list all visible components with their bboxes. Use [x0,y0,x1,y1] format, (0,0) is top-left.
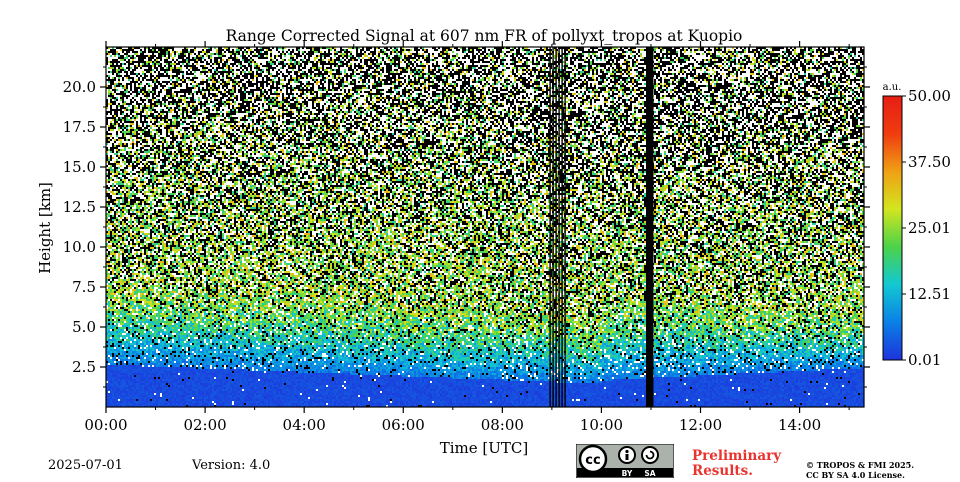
x-tick-label: 00:00 [84,416,127,434]
colorbar-tick-label: 25.01 [908,219,951,237]
copyright-line-2: CC BY SA 4.0 License. [806,470,905,480]
colorbar-tick-label: 12.51 [908,285,951,303]
x-tick-label: 08:00 [481,416,524,434]
data-gap-line [558,47,560,407]
data-gap-line [564,47,566,407]
preliminary-notice: Preliminary Results. [692,449,781,479]
colorbar-tick-label: 0.01 [908,351,941,369]
colorbar-ticks: 0.01 12.51 25.01 37.50 50.00 [902,87,951,369]
x-tick-label: 10:00 [580,416,623,434]
data-gaps [549,47,654,407]
data-gap-band [646,47,654,407]
heatmap-image [106,47,864,407]
data-gap-line [552,47,554,407]
colorbar-bar [882,95,903,361]
plot-area: 00:00 02:00 04:00 06:00 08:00 10:00 12:00 14:00… [63,41,870,434]
data-gap-line [549,47,551,407]
y-tick-label: 20.0 [63,78,96,96]
data-gap-line [561,47,563,407]
y-tick-label: 10.0 [63,238,96,256]
heatmap-cells [106,47,864,407]
preliminary-line: Preliminary [692,448,782,464]
x-axis-label: Time [UTC] [440,439,529,457]
y-tick-label: 12.5 [63,198,96,216]
version-label: Version: 4.0 [192,458,271,473]
y-tick-label: 15.0 [63,158,96,176]
y-axis-ticks: 2.5 5.0 7.5 10.0 12.5 15.0 17.5 20.0 [63,66,870,388]
data-gap-line [555,47,557,407]
x-tick-label: 06:00 [382,416,425,434]
x-tick-label: 14:00 [778,416,821,434]
y-tick-label: 17.5 [63,118,96,136]
x-tick-label: 02:00 [183,416,226,434]
copyright-line-1: © TROPOS & FMI 2025. [806,460,915,470]
sa-share-icon [641,446,659,464]
y-tick-label: 5.0 [72,318,96,336]
colorbar: a.u. 0.01 12.51 25.01 37.50 50.00 [882,82,951,369]
x-tick-label: 12:00 [679,416,722,434]
x-axis-ticks: 00:00 02:00 04:00 06:00 08:00 10:00 12:00 14:00 [84,41,850,434]
y-axis-label: Height [km] [36,182,54,274]
copyright-notice: © TROPOS & FMI 2025. CC BY SA 4.0 Licens… [806,460,914,480]
y-tick-label: 7.5 [72,278,96,296]
colorbar-tick-label: 50.00 [908,87,951,105]
chart-title: Range Corrected Signal at 607 nm FR of p… [226,27,743,45]
license-by-text: BY [622,469,633,478]
x-tick-label: 04:00 [283,416,326,434]
cc-license-badge: cc BY SA [575,443,675,479]
y-tick-label: 2.5 [72,358,96,376]
colorbar-tick-label: 37.50 [908,153,951,171]
date-label: 2025-07-01 [48,458,123,473]
colorbar-label: a.u. [883,82,902,93]
license-sa-text: SA [644,469,655,478]
svg-text:cc: cc [585,453,600,468]
cc-icon [578,444,608,474]
results-line: Results. [692,463,753,479]
